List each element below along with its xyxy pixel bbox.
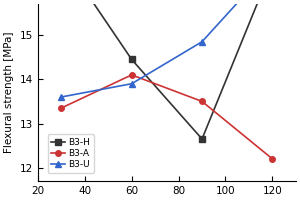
B3-H — [200, 138, 204, 140]
Line: B3-U: B3-U — [58, 0, 275, 100]
Legend: B3-H, B3-A, B3-U: B3-H, B3-A, B3-U — [47, 134, 94, 173]
B3-U — [130, 83, 134, 85]
B3-U — [59, 96, 63, 98]
B3-A — [59, 107, 63, 109]
B3-A — [130, 74, 134, 76]
Line: B3-H: B3-H — [58, 0, 275, 142]
B3-H — [130, 58, 134, 61]
B3-A — [200, 100, 204, 103]
B3-U — [200, 41, 204, 43]
Y-axis label: Flexural strength [MPa]: Flexural strength [MPa] — [4, 32, 14, 153]
Line: B3-A: B3-A — [58, 72, 275, 162]
B3-A — [271, 158, 274, 160]
